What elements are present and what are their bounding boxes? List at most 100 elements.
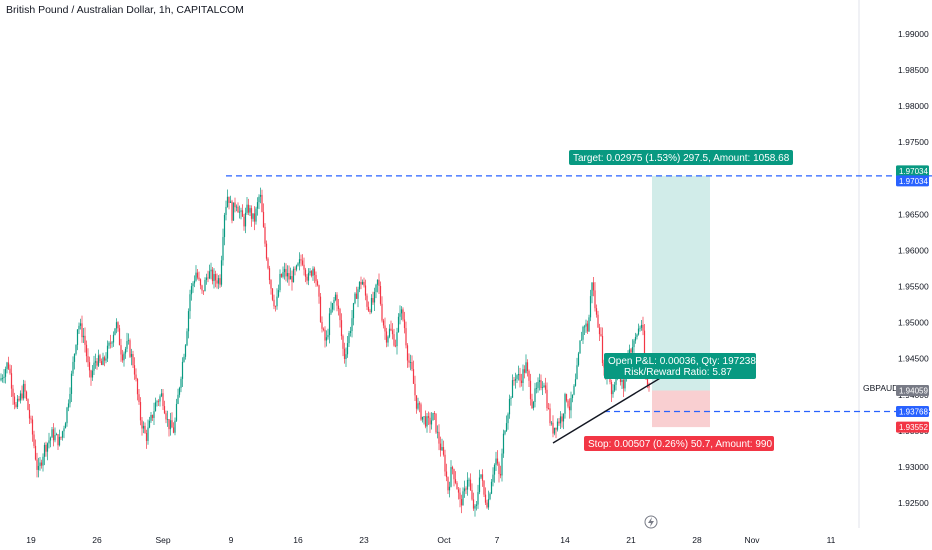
candle-body xyxy=(576,365,578,380)
candle-body xyxy=(589,296,592,318)
candle-body xyxy=(262,211,265,227)
candle-body xyxy=(277,290,280,297)
candle-body xyxy=(372,297,374,303)
candle-body xyxy=(514,378,517,381)
candle-body xyxy=(385,331,388,343)
candle-body xyxy=(397,316,400,333)
candle-body xyxy=(601,335,604,364)
candle-body xyxy=(346,343,349,355)
candle-body xyxy=(6,362,8,370)
candle-body xyxy=(307,272,310,281)
y-tick-label: 1.95500 xyxy=(898,282,929,292)
candle-body xyxy=(273,299,275,307)
candle-body xyxy=(301,260,304,265)
candle-body xyxy=(24,383,26,392)
candle-body xyxy=(9,368,11,374)
y-tick-label: 1.96500 xyxy=(898,209,929,219)
candle-body xyxy=(201,285,203,291)
candle-body xyxy=(247,204,250,213)
candle-body xyxy=(364,285,367,296)
candle-body xyxy=(235,206,238,208)
candle-body xyxy=(292,268,295,283)
candle-body xyxy=(237,206,239,213)
candle-body xyxy=(511,380,514,398)
candle-body xyxy=(427,416,430,418)
candle-body xyxy=(109,342,112,344)
candle-body xyxy=(331,303,334,310)
candle-body xyxy=(85,344,88,357)
candle-body xyxy=(93,362,95,371)
candle-body xyxy=(249,208,251,213)
price-tag xyxy=(896,406,929,418)
candle-body xyxy=(490,481,493,494)
candle-body xyxy=(460,498,463,506)
candle-body xyxy=(390,328,392,331)
candle-body xyxy=(40,462,43,466)
candle-body xyxy=(355,293,358,299)
price-tag-text: 1.93768 xyxy=(899,408,928,417)
candle-body xyxy=(130,353,133,357)
candle-body xyxy=(87,356,89,363)
candle-body xyxy=(643,330,646,358)
candle-body xyxy=(172,427,175,433)
x-tick-label: 28 xyxy=(692,535,702,545)
candle-body xyxy=(396,332,398,347)
candle-body xyxy=(118,328,121,346)
candle-body xyxy=(54,435,56,441)
candle-body xyxy=(358,282,361,290)
candle-body xyxy=(412,369,415,384)
candle-body xyxy=(535,387,538,389)
candle-body xyxy=(462,491,464,506)
candle-body xyxy=(180,378,182,388)
candle-body xyxy=(174,420,176,433)
candle-body xyxy=(132,353,134,366)
y-tick-label: 1.98000 xyxy=(898,101,929,111)
candle-body xyxy=(426,416,428,427)
lightning-icon xyxy=(648,517,654,527)
candle-body xyxy=(441,447,443,451)
candle-body xyxy=(523,369,526,373)
candle-body xyxy=(21,393,23,399)
candle-body xyxy=(387,336,389,343)
candle-body xyxy=(190,286,193,295)
candle-body xyxy=(439,443,442,451)
candle-body xyxy=(613,384,616,391)
candle-body xyxy=(451,467,454,470)
candle-body xyxy=(367,306,370,311)
candle-body xyxy=(213,274,215,282)
candle-body xyxy=(298,259,301,264)
x-tick-label: Sep xyxy=(155,535,170,545)
candle-body xyxy=(178,387,181,395)
candle-body xyxy=(475,504,478,506)
risk-reward-label: Risk/Reward Ratio: 5.87 xyxy=(624,367,732,378)
candle-body xyxy=(403,319,406,329)
candle-body xyxy=(15,404,17,407)
candle-body xyxy=(103,357,106,361)
candle-body xyxy=(546,389,548,409)
candle-body xyxy=(517,374,520,376)
candle-body xyxy=(123,353,125,361)
candle-body xyxy=(414,383,416,396)
candle-body xyxy=(175,403,178,421)
candle-body xyxy=(19,393,22,401)
candle-body xyxy=(225,206,227,215)
candle-body xyxy=(567,400,569,407)
candle-body xyxy=(91,370,94,378)
candle-body xyxy=(366,295,368,307)
candle-body xyxy=(489,493,491,500)
candle-body xyxy=(478,477,481,493)
candle-body xyxy=(328,313,331,336)
candle-body xyxy=(303,264,305,270)
candle-body xyxy=(156,401,158,403)
candle-body xyxy=(30,418,32,420)
candle-body xyxy=(96,361,98,366)
candle-body xyxy=(231,201,233,221)
x-tick-label: 7 xyxy=(495,535,500,545)
candle-body xyxy=(373,291,376,303)
candle-body xyxy=(435,413,437,433)
candle-body xyxy=(370,297,373,312)
candle-body xyxy=(214,274,217,281)
candle-body xyxy=(540,380,542,388)
candle-body xyxy=(166,419,169,420)
